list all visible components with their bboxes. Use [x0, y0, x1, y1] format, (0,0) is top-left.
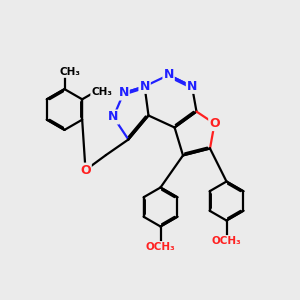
Text: N: N [164, 68, 174, 82]
Text: CH₃: CH₃ [60, 67, 81, 77]
Text: CH₃: CH₃ [91, 86, 112, 97]
Text: O: O [80, 164, 91, 177]
Text: O: O [209, 117, 220, 130]
Text: N: N [108, 110, 118, 124]
Text: OCH₃: OCH₃ [212, 236, 242, 246]
Text: N: N [187, 80, 197, 93]
Text: N: N [118, 86, 129, 100]
Text: N: N [140, 80, 150, 93]
Text: OCH₃: OCH₃ [146, 242, 176, 252]
